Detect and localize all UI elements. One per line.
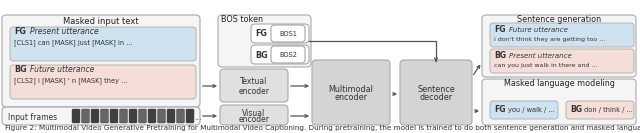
Text: i don't think they are getting too ...: i don't think they are getting too ... [494, 38, 605, 43]
Text: BG: BG [570, 105, 582, 115]
Text: Sentence: Sentence [417, 84, 455, 93]
Text: Present utterance: Present utterance [30, 26, 99, 36]
Text: decoder: decoder [419, 93, 452, 103]
FancyBboxPatch shape [218, 15, 311, 67]
FancyBboxPatch shape [490, 23, 634, 47]
Text: Sentence generation: Sentence generation [517, 14, 601, 24]
FancyBboxPatch shape [148, 109, 156, 123]
Text: don / think / ...: don / think / ... [584, 107, 633, 113]
Text: Input frames: Input frames [8, 113, 57, 122]
Text: Future utterance: Future utterance [509, 27, 568, 33]
Text: Future utterance: Future utterance [30, 65, 94, 74]
Text: BOS1: BOS1 [279, 31, 297, 37]
FancyBboxPatch shape [220, 69, 288, 102]
FancyBboxPatch shape [490, 49, 634, 73]
Text: ...: ... [194, 113, 202, 122]
Text: you / walk / ...: you / walk / ... [508, 107, 555, 113]
Text: FG: FG [14, 26, 26, 36]
Text: BG: BG [494, 51, 506, 61]
Text: BG: BG [255, 51, 268, 59]
FancyBboxPatch shape [2, 107, 200, 125]
FancyBboxPatch shape [100, 109, 109, 123]
Text: FG: FG [494, 105, 506, 115]
FancyBboxPatch shape [482, 15, 636, 77]
Text: Visual: Visual [243, 109, 266, 119]
Text: Masked language modeling: Masked language modeling [504, 80, 614, 88]
FancyBboxPatch shape [220, 105, 288, 125]
FancyBboxPatch shape [400, 60, 472, 125]
FancyBboxPatch shape [72, 109, 80, 123]
FancyBboxPatch shape [251, 45, 309, 64]
Text: BOS2: BOS2 [279, 52, 297, 58]
Text: Present utterance: Present utterance [509, 53, 572, 59]
FancyBboxPatch shape [120, 109, 127, 123]
FancyBboxPatch shape [312, 60, 390, 125]
FancyBboxPatch shape [566, 101, 634, 119]
Text: Masked input text: Masked input text [63, 16, 139, 26]
Text: encoder: encoder [335, 93, 367, 103]
FancyBboxPatch shape [167, 109, 175, 123]
FancyBboxPatch shape [10, 27, 196, 61]
Text: encoder: encoder [239, 115, 269, 124]
Text: BG: BG [14, 65, 27, 74]
FancyBboxPatch shape [271, 25, 305, 42]
FancyBboxPatch shape [482, 79, 636, 125]
FancyBboxPatch shape [177, 109, 184, 123]
Text: Figure 2: Multimodal Video Generative Pretraining for Multimodal Video Captionin: Figure 2: Multimodal Video Generative Pr… [5, 125, 640, 131]
FancyBboxPatch shape [138, 109, 147, 123]
FancyBboxPatch shape [157, 109, 166, 123]
FancyBboxPatch shape [271, 46, 305, 63]
Text: BOS token: BOS token [221, 16, 263, 24]
Text: Multimodal: Multimodal [328, 84, 373, 93]
Text: FG: FG [255, 30, 267, 38]
FancyBboxPatch shape [129, 109, 137, 123]
Text: FG: FG [494, 26, 506, 34]
Text: [CLS1] can [MASK] just [MASK] in ...: [CLS1] can [MASK] just [MASK] in ... [14, 40, 132, 46]
FancyBboxPatch shape [251, 24, 309, 43]
FancyBboxPatch shape [490, 101, 558, 119]
FancyBboxPatch shape [2, 15, 200, 107]
FancyBboxPatch shape [91, 109, 99, 123]
FancyBboxPatch shape [110, 109, 118, 123]
Text: [CLS2] i [MASK] ' n [MASK] they ...: [CLS2] i [MASK] ' n [MASK] they ... [14, 78, 127, 84]
FancyBboxPatch shape [81, 109, 90, 123]
FancyBboxPatch shape [10, 65, 196, 99]
Text: Textual: Textual [240, 78, 268, 86]
Text: encoder: encoder [239, 86, 269, 95]
FancyBboxPatch shape [186, 109, 194, 123]
Text: can you just walk in there and ...: can you just walk in there and ... [494, 63, 597, 68]
